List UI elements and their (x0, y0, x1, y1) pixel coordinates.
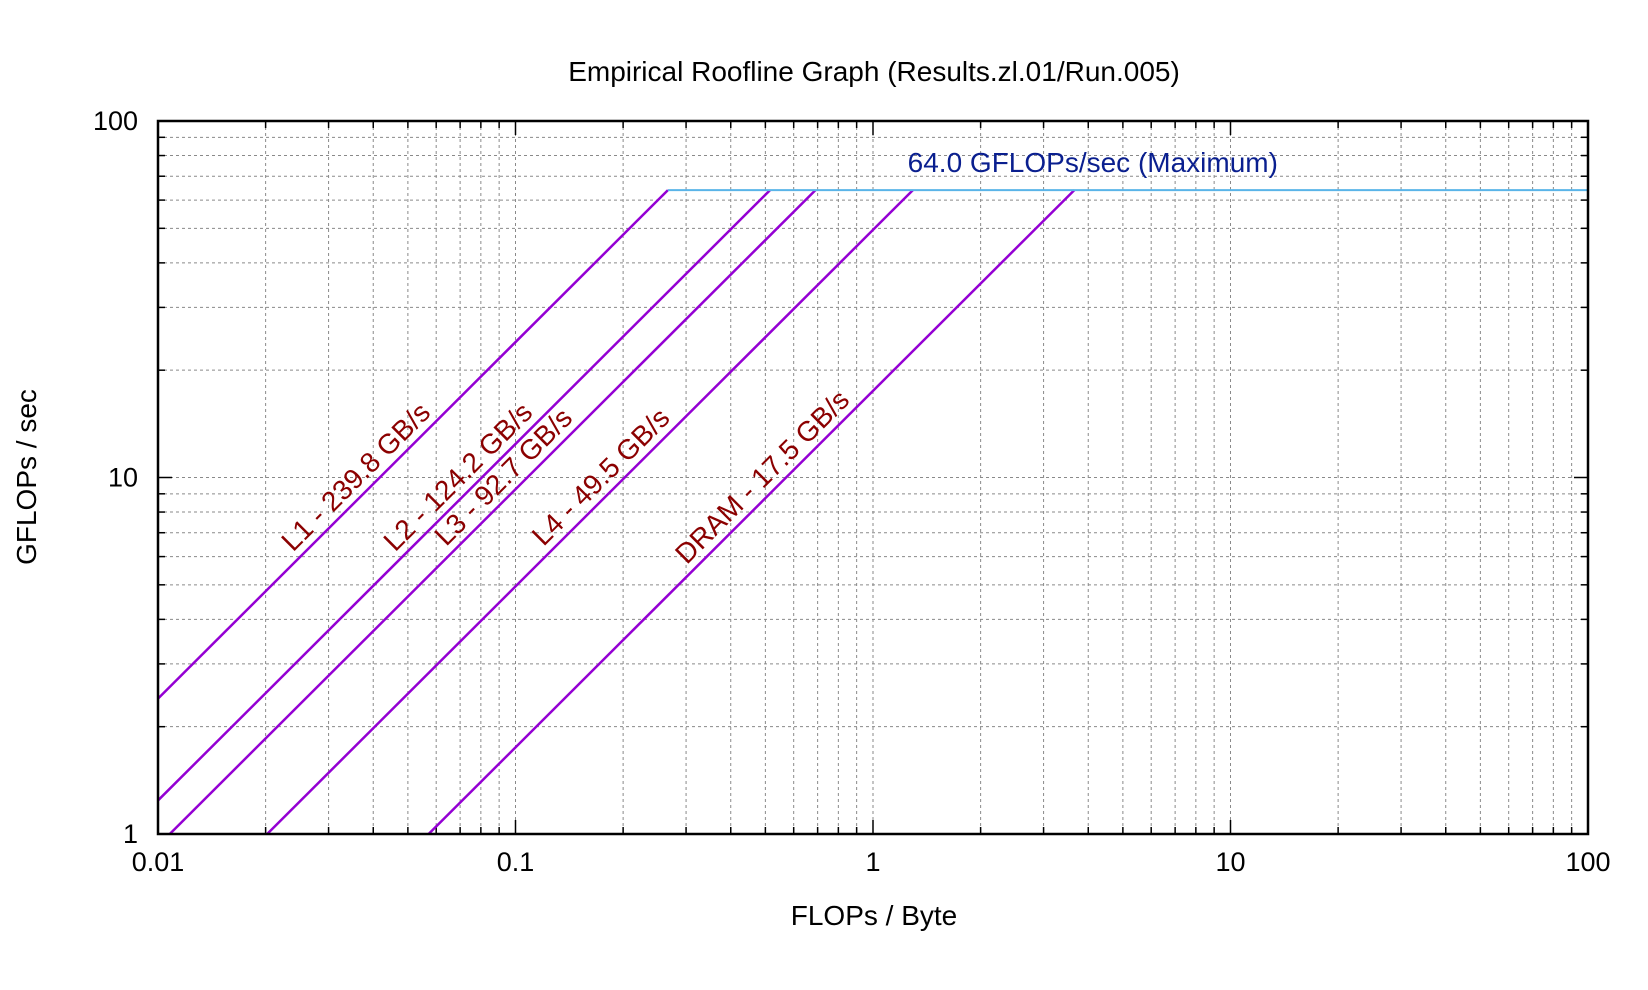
x-tick-label: 10 (1215, 847, 1245, 877)
x-tick-label: 100 (1565, 847, 1610, 877)
x-axis-ticks: 0.01 0.1 1 10 100 (132, 121, 1611, 877)
bandwidth-line-dram (427, 189, 1076, 835)
y-axis-ticks: 1 10 100 (93, 106, 1588, 849)
y-axis-label: GFLOPs / sec (11, 389, 42, 565)
x-tick-label: 1 (865, 847, 880, 877)
chart-title: Empirical Roofline Graph (Results.zl.01/… (568, 56, 1180, 87)
x-tick-label: 0.1 (497, 847, 535, 877)
bandwidth-line-l3 (168, 189, 817, 835)
roofline-series (157, 189, 1588, 835)
bandwidth-line-l4 (266, 189, 914, 835)
y-tick-label: 1 (123, 819, 138, 849)
bandwidth-label-dram: DRAM - 17.5 GB/s (669, 384, 855, 570)
bandwidth-line-l2 (157, 189, 771, 802)
compute-ceiling-label: 64.0 GFLOPs/sec (Maximum) (908, 147, 1278, 178)
y-tick-label: 10 (108, 463, 138, 493)
x-tick-label: 0.01 (132, 847, 185, 877)
y-tick-label: 100 (93, 106, 138, 136)
x-axis-label: FLOPs / Byte (791, 900, 958, 931)
roofline-labels: L1 - 239.8 GB/sL2 - 124.2 GB/sL3 - 92.7 … (275, 147, 1278, 569)
grid (158, 121, 1588, 834)
bandwidth-line-l1 (157, 189, 669, 700)
plot-frame (156, 119, 1590, 836)
